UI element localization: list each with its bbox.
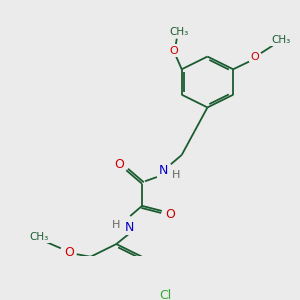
Text: CH₃: CH₃ [271,35,290,45]
Text: O: O [169,46,178,56]
Text: CH₃: CH₃ [169,27,188,37]
Text: N: N [124,220,134,234]
Text: CH₃: CH₃ [29,232,49,242]
Text: H: H [112,220,121,230]
Text: O: O [114,158,124,171]
Text: O: O [165,208,175,221]
Text: O: O [64,246,74,259]
Text: Cl: Cl [160,289,172,300]
Text: N: N [159,164,169,177]
Text: H: H [172,170,180,180]
Text: O: O [250,52,260,62]
